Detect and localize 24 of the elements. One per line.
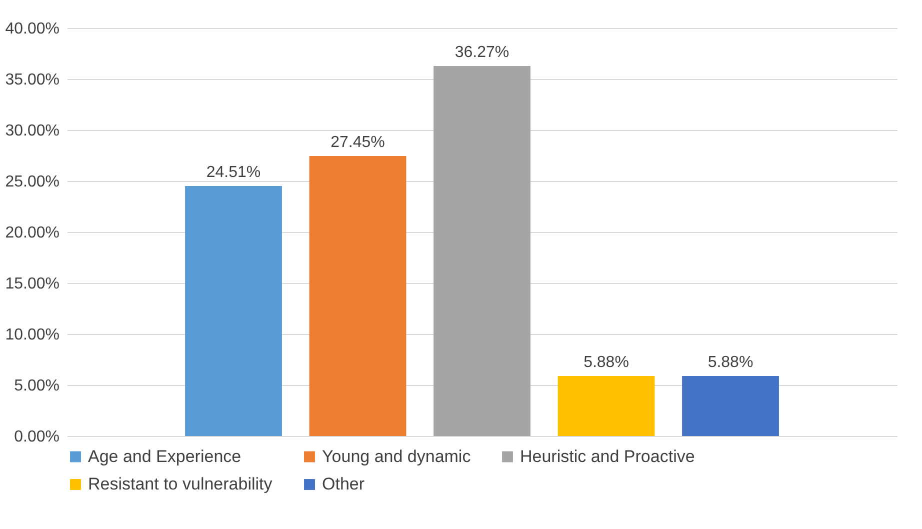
- bar: [558, 376, 655, 436]
- text: 24.51%: [206, 164, 261, 181]
- text: 5.88%: [708, 354, 754, 372]
- legend-label: Age and Experience: [88, 446, 242, 466]
- y-tick-label: 25.00%: [5, 174, 60, 190]
- legend-label: Other: [322, 474, 365, 494]
- text: 5.88%: [584, 354, 629, 372]
- y-tick-label: 10.00%: [5, 326, 60, 344]
- bar: [309, 156, 406, 436]
- y-tick-label: 40.00%: [5, 20, 60, 38]
- legend-label: Young and dynamic: [322, 446, 472, 466]
- bar: [682, 376, 779, 436]
- legend-label: Heuristic and Proactive: [520, 446, 695, 466]
- y-tick-label: 5.00%: [14, 378, 60, 394]
- y-tick-label: 20.00%: [5, 224, 60, 242]
- text: 36.27%: [454, 44, 510, 62]
- text: 27.45%: [330, 134, 385, 152]
- legend-label: Resistant to vulnerability: [88, 474, 273, 494]
- y-tick-label: 15.00%: [5, 276, 60, 292]
- bar: [434, 66, 530, 436]
- y-tick-label: 0.00%: [14, 428, 60, 446]
- bar: [185, 186, 282, 436]
- y-tick-label: 35.00%: [5, 72, 60, 88]
- y-tick-label: 30.00%: [5, 122, 60, 140]
